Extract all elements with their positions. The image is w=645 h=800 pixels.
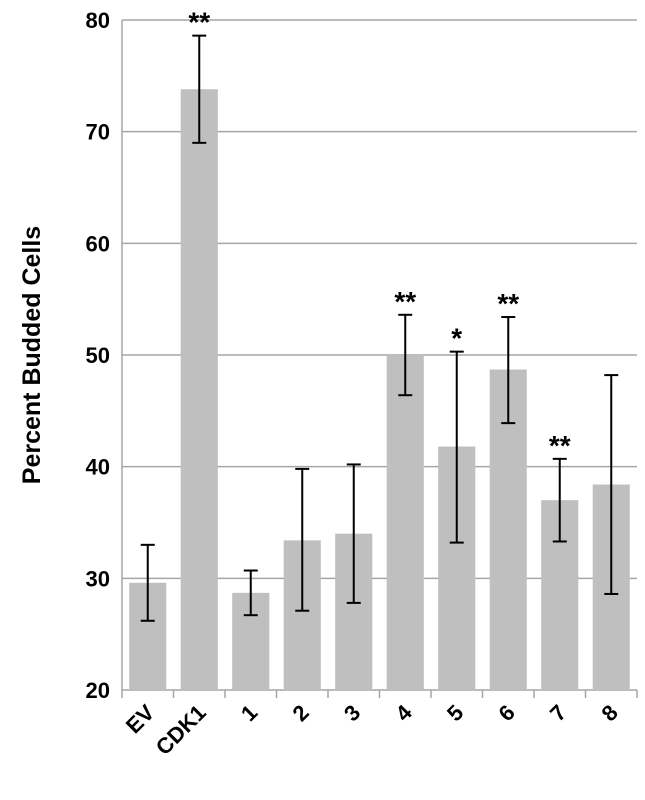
- x-tick-label: 5: [442, 700, 468, 726]
- x-tick-label: CDK1: [151, 700, 211, 760]
- x-tick-label: 4: [390, 699, 417, 726]
- x-tick-label: 7: [545, 700, 571, 726]
- x-tick-label: EV: [121, 700, 160, 739]
- y-tick-label: 50: [86, 343, 110, 368]
- y-tick-label: 30: [86, 566, 110, 591]
- x-tick-label: 1: [236, 700, 262, 726]
- significance-label: **: [497, 288, 519, 319]
- y-tick-label: 40: [86, 455, 110, 480]
- bar-layer: [129, 89, 630, 690]
- bar: [386, 355, 424, 690]
- x-tick-label: 2: [287, 700, 313, 726]
- x-tick-label: 8: [596, 700, 622, 726]
- x-tick-label: 3: [339, 700, 365, 726]
- y-axis-title: Percent Budded Cells: [18, 226, 46, 484]
- significance-label: *: [451, 323, 462, 354]
- significance-label: **: [394, 286, 416, 317]
- y-tick-label: 80: [86, 8, 110, 33]
- bar: [180, 89, 218, 690]
- error-layer: [140, 34, 619, 622]
- x-tick-label: 6: [493, 700, 519, 726]
- y-tick-label: 60: [86, 231, 110, 256]
- significance-label: **: [188, 7, 210, 38]
- y-tick-label: 20: [86, 678, 110, 703]
- y-tick-label: 70: [86, 120, 110, 145]
- significance-label: **: [549, 430, 571, 461]
